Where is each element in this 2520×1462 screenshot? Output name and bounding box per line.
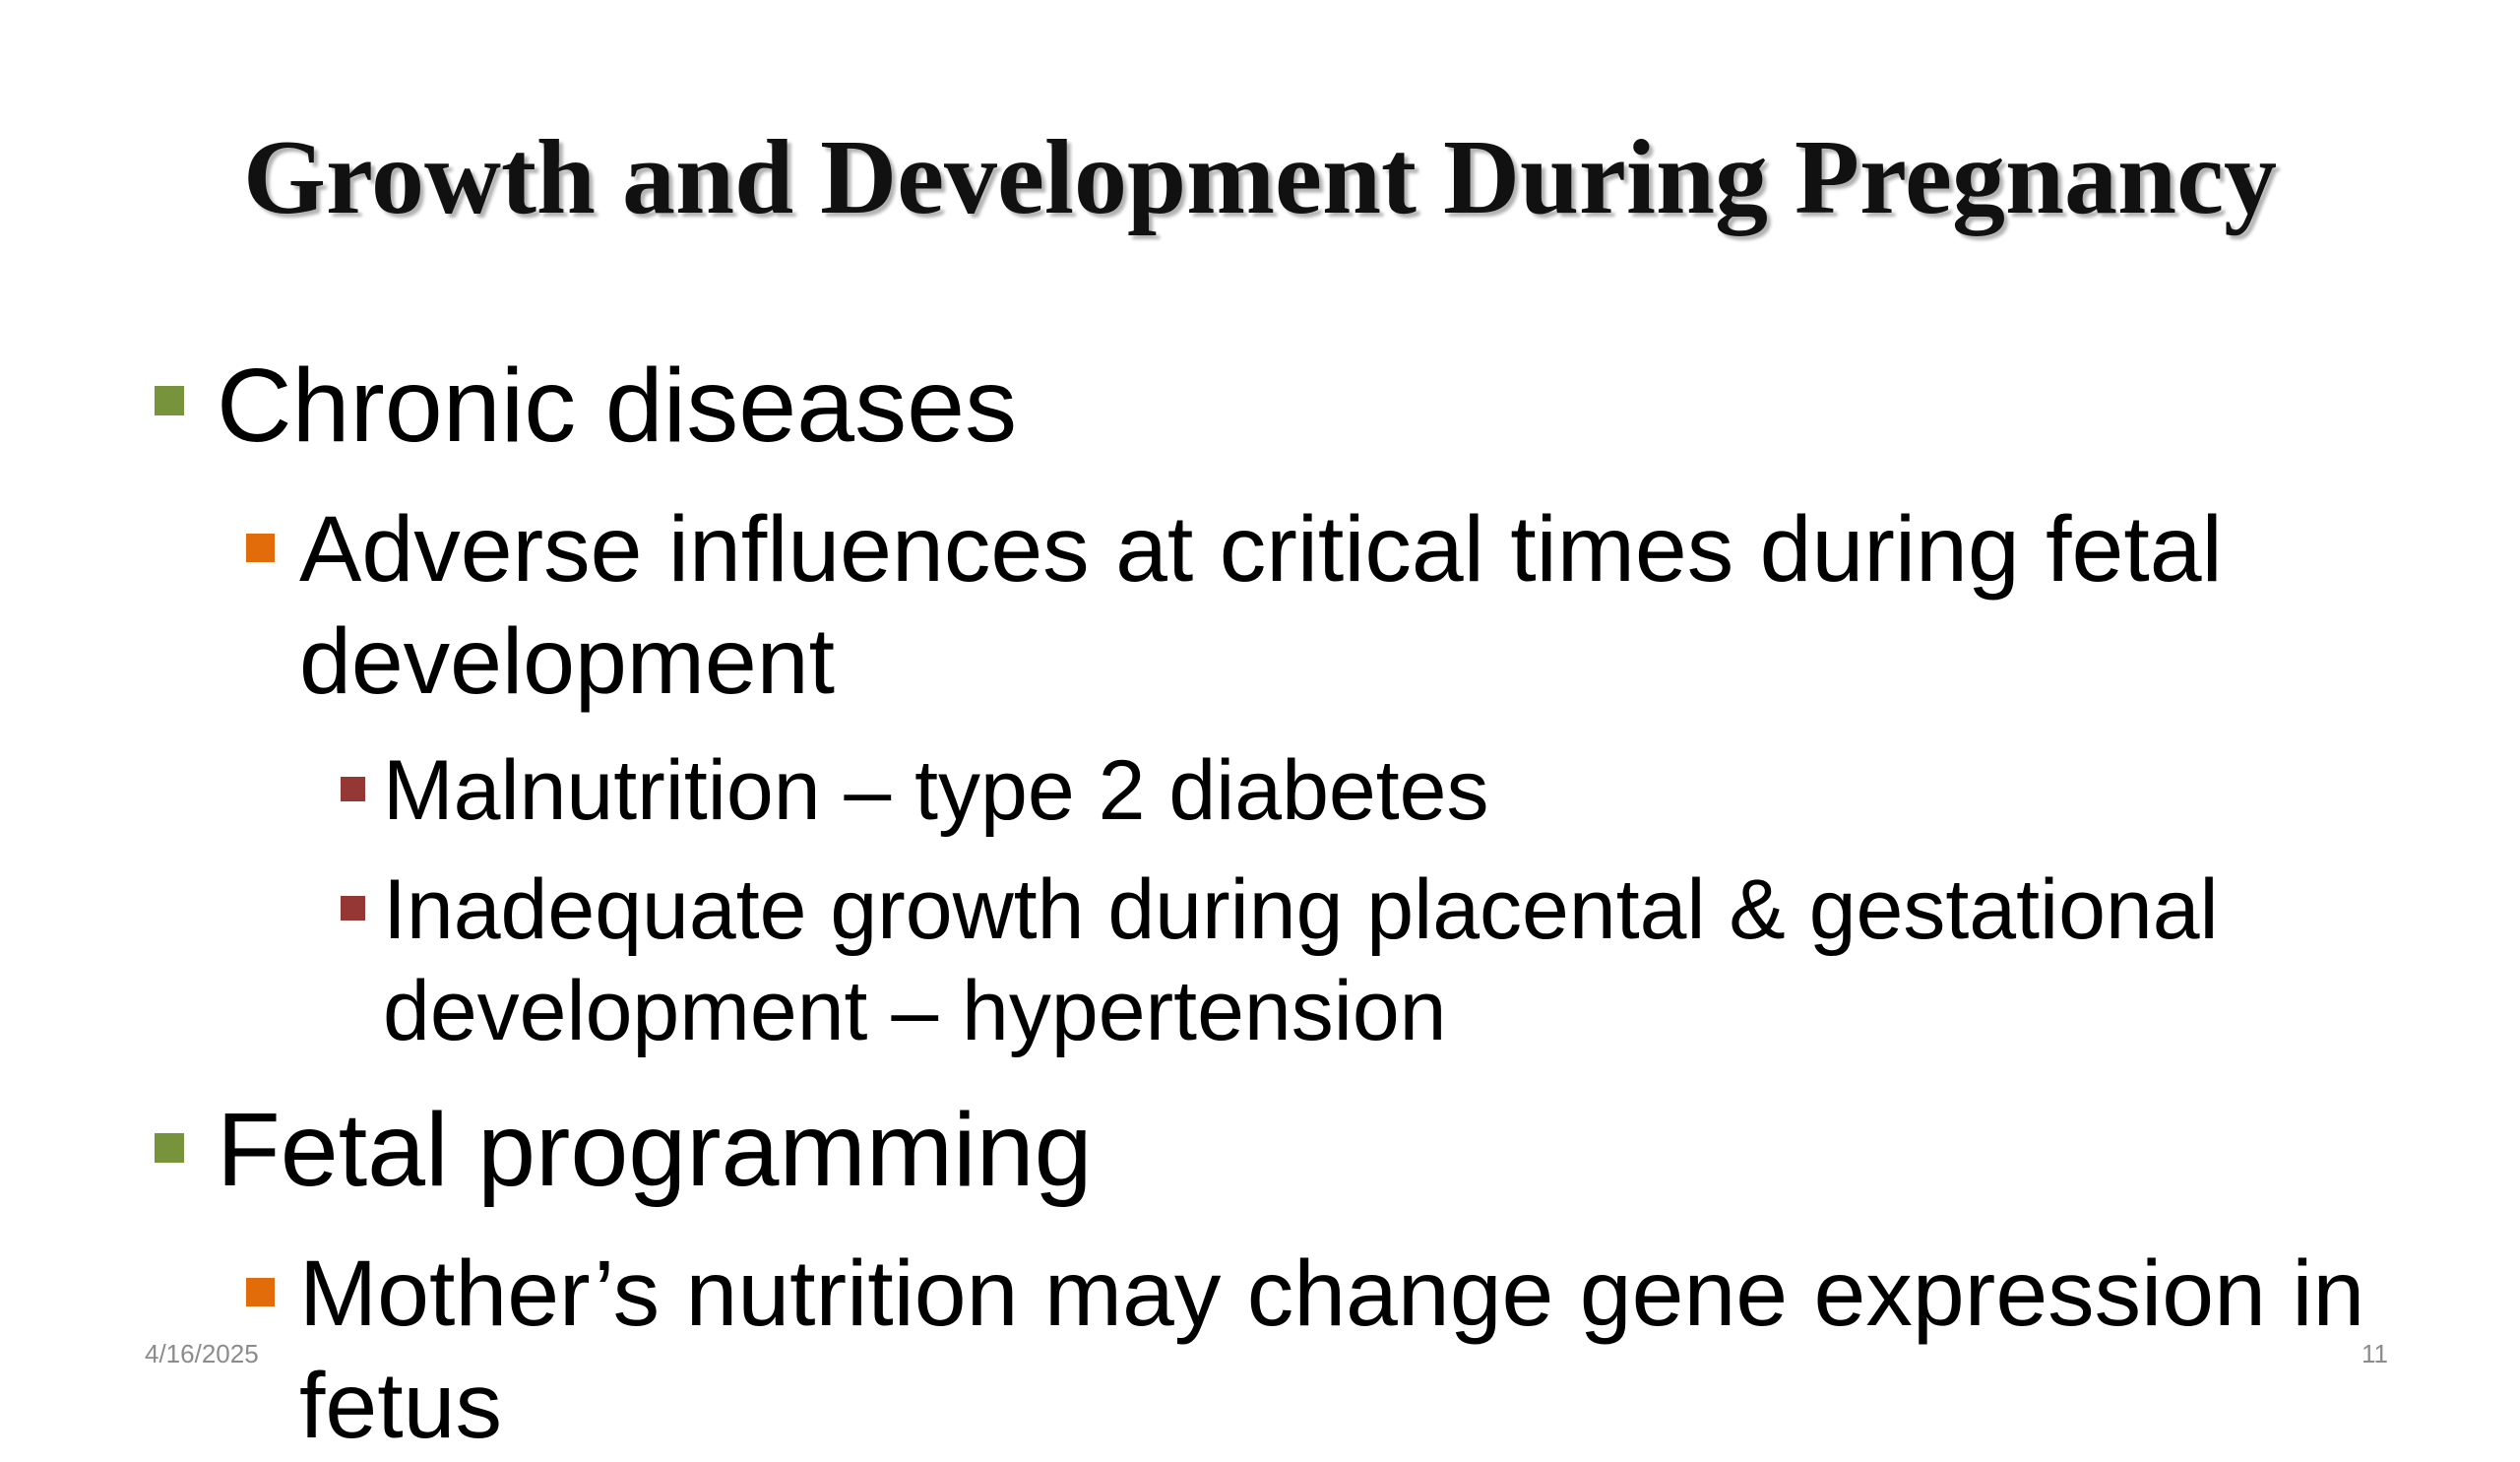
bullet-text: Chronic diseases [217,348,1018,464]
bullet [155,1133,184,1163]
bullet [341,777,365,801]
bullet [246,1278,275,1306]
slide: {"title": "Growth and Development During… [145,119,2388,1458]
slide-title: Growth and Development During Pregnancy [242,119,2278,236]
bullet [155,386,184,415]
bullet-text: Mother’s nutrition may change gene expre… [299,1241,2365,1458]
footer-date: 4/16/2025 [145,1339,259,1368]
bullet [246,534,275,562]
bullet-text: Adverse influences at critical times dur… [299,497,2223,714]
bullet [341,896,365,921]
page-number: 11 [2362,1339,2388,1368]
bullet-text: Malnutrition – type 2 diabetes [383,743,1489,838]
bullet-text: Inadequate growth during placental & ges… [383,862,2219,1058]
bullet-text: Fetal programming [217,1092,1093,1208]
